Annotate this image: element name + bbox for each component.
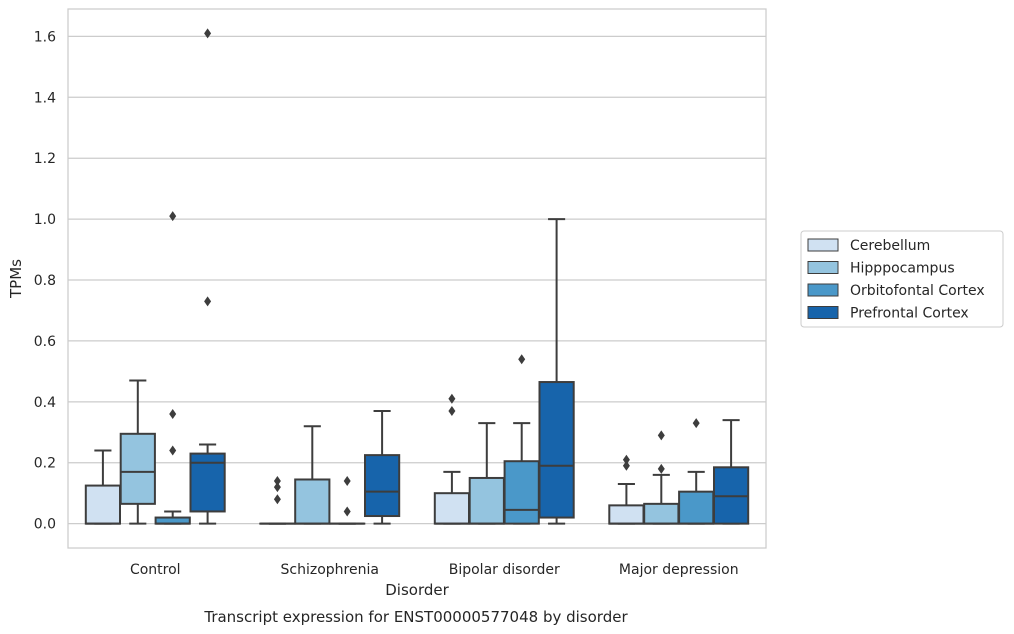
outlier-point xyxy=(273,482,281,493)
box-hipppocampus xyxy=(643,430,680,525)
outlier-point xyxy=(273,476,281,487)
chart-caption: Transcript expression for ENST0000057704… xyxy=(203,608,628,626)
box-cerebellum xyxy=(84,449,122,525)
box-iqr xyxy=(84,484,122,525)
box-layer xyxy=(84,28,750,525)
y-tick-label: 0.0 xyxy=(34,517,56,533)
legend-swatch xyxy=(807,283,839,297)
box-orbitofontal-cortex xyxy=(503,354,540,525)
plot-area-frame xyxy=(67,8,767,549)
legend-label: Cerebellum xyxy=(850,238,930,254)
box-iqr xyxy=(119,432,156,505)
box-iqr xyxy=(608,504,645,525)
legend: Cerebellum Hipppocampus Orbitofontal Corte… xyxy=(800,230,1004,328)
legend-label: Prefrontal Cortex xyxy=(850,306,969,322)
grid-lines xyxy=(68,35,766,525)
box-iqr xyxy=(294,478,331,525)
y-tick-label: 0.8 xyxy=(34,273,56,289)
outlier-point xyxy=(169,211,177,222)
box-orbitofontal-cortex xyxy=(154,211,191,525)
y-axis-label: TPMs xyxy=(7,259,25,299)
y-tick-label: 1.4 xyxy=(34,90,56,106)
outlier-point xyxy=(448,405,456,416)
y-tick-label: 0.6 xyxy=(34,334,56,350)
legend-swatch xyxy=(807,261,839,274)
outlier-point xyxy=(518,354,526,365)
box-iqr xyxy=(678,490,715,525)
outlier-point xyxy=(622,460,630,471)
outlier-point xyxy=(657,463,665,474)
x-axis-label: Disorder xyxy=(385,581,449,599)
box-iqr xyxy=(433,492,471,525)
box-prefrontal-cortex xyxy=(189,28,226,525)
y-tick-label: 0.4 xyxy=(34,395,56,411)
y-tick-label: 1.6 xyxy=(34,29,56,45)
y-tick-label: 1.0 xyxy=(34,212,56,228)
y-tick-labels: 0.0 0.2 0.4 0.6 0.8 1.0 1.2 1.4 1.6 xyxy=(34,29,56,532)
outlier-point xyxy=(622,454,630,465)
box-hipppocampus xyxy=(119,379,156,525)
box-iqr xyxy=(643,502,680,525)
box-iqr xyxy=(503,460,540,525)
x-tick-labels: Control Schizophrenia Bipolar disorder Majo… xyxy=(130,562,739,578)
box-prefrontal-cortex xyxy=(538,218,575,525)
outlier-point xyxy=(273,494,281,505)
box-cerebellum xyxy=(433,393,471,525)
outlier-point xyxy=(343,476,351,487)
outlier-point xyxy=(204,28,212,39)
x-tick-label: Control xyxy=(130,562,181,578)
outlier-point xyxy=(448,393,456,404)
outlier-point xyxy=(692,418,700,429)
box-orbitofontal-cortex xyxy=(678,418,715,525)
legend-label: Orbitofontal Cortex xyxy=(850,283,985,299)
x-tick-label: Bipolar disorder xyxy=(449,562,560,578)
box-cerebellum xyxy=(608,454,645,525)
box-iqr xyxy=(363,454,401,518)
box-prefrontal-cortex xyxy=(712,419,750,525)
box-prefrontal-cortex xyxy=(363,409,401,525)
outlier-point xyxy=(169,409,177,420)
box-iqr xyxy=(468,476,505,525)
legend-frame xyxy=(800,230,1004,328)
legend-label: Hipppocampus xyxy=(850,261,955,277)
outlier-point xyxy=(169,445,177,456)
box-hipppocampus xyxy=(294,425,331,525)
x-tick-label: Major depression xyxy=(619,562,739,578)
outlier-point xyxy=(343,506,351,517)
legend-swatch xyxy=(807,306,839,319)
x-tick-label: Schizophrenia xyxy=(281,562,379,578)
outlier-point xyxy=(657,430,665,441)
box-cerebellum xyxy=(259,476,296,525)
box-iqr xyxy=(538,381,575,519)
outlier-point xyxy=(204,296,212,307)
y-tick-label: 0.2 xyxy=(34,456,56,472)
box-orbitofontal-cortex xyxy=(329,476,366,525)
box-hipppocampus xyxy=(468,422,505,525)
legend-swatch xyxy=(807,238,839,252)
y-tick-label: 1.2 xyxy=(34,151,56,167)
